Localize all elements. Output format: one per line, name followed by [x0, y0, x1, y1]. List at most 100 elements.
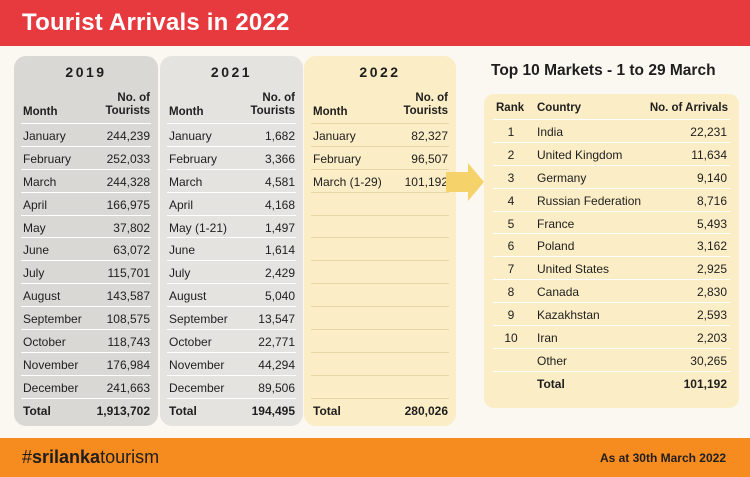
table-row: June 1,614 — [167, 237, 296, 260]
table-row: April 4,168 — [167, 191, 296, 215]
month-cell: October — [23, 335, 66, 350]
table-row: January 244,239 — [21, 123, 151, 146]
table-row: April 166,975 — [21, 191, 151, 215]
table-row: March 244,328 — [21, 168, 151, 192]
month-cell: May (1-21) — [169, 220, 228, 235]
column-header-tourists: No. of Tourists — [403, 92, 448, 118]
table-row: January 82,327 — [311, 123, 449, 146]
month-cell: July — [23, 266, 45, 281]
month-cell: January — [313, 129, 356, 143]
table-row-empty — [311, 374, 449, 398]
value-cell: 244,328 — [106, 174, 150, 189]
arrivals-cell: 9,140 — [696, 170, 727, 185]
total-label: Total — [169, 403, 197, 418]
value-cell: 3,366 — [264, 151, 295, 166]
table-row: February 96,507 — [311, 145, 449, 169]
value-cell: 4,168 — [264, 197, 295, 212]
total-row: Total 280,026 — [311, 397, 449, 421]
table-row: 10 Iran 2,203 — [493, 325, 730, 348]
value-cell: 22,771 — [258, 335, 295, 350]
value-cell: 252,033 — [106, 151, 150, 166]
country-cell: United States — [537, 262, 610, 277]
table-body: January 244,239 February 252,033 March 244,… — [21, 123, 151, 421]
month-cell: August — [169, 289, 207, 304]
total-label: Total — [23, 403, 51, 418]
table-body: January 1,682 February 3,366 March 4,581 Ap… — [167, 123, 296, 421]
value-cell: 176,984 — [106, 357, 150, 372]
value-cell: 108,575 — [106, 312, 150, 327]
value-cell: 101,192 — [404, 174, 448, 189]
month-cell: September — [23, 312, 82, 327]
arrivals-cell: 2,203 — [696, 331, 727, 346]
total-row: Total 101,192 — [493, 370, 730, 394]
value-cell: 241,663 — [106, 380, 150, 395]
month-cell: March — [169, 174, 203, 189]
month-cell: November — [169, 357, 225, 372]
month-cell: June — [23, 243, 50, 258]
table-row: 7 United States 2,925 — [493, 256, 730, 279]
month-cell: August — [23, 289, 61, 304]
month-cell: May — [23, 220, 46, 235]
year-heading: 2021 — [210, 64, 253, 80]
country-cell: India — [537, 125, 564, 139]
value-cell: 5,040 — [264, 289, 295, 304]
table-2022: 2022 Month No. of Tourists January 82,327… — [304, 56, 456, 426]
month-cell: February — [23, 151, 72, 166]
value-cell: 143,587 — [106, 289, 150, 304]
markets-table: Rank Country No. of Arrivals 1 India 22,23… — [484, 94, 739, 408]
hashtag: #srilankatourism — [22, 447, 159, 468]
hashtag-bold: srilanka — [32, 447, 101, 467]
total-value: 194,495 — [251, 403, 295, 418]
value-cell: 82,327 — [411, 129, 448, 143]
rank-cell: 4 — [507, 193, 515, 208]
total-value: 1,913,702 — [96, 403, 150, 418]
month-cell: January — [169, 129, 212, 143]
value-cell: 244,239 — [106, 129, 150, 143]
table-row-empty — [311, 191, 449, 215]
month-cell: July — [169, 266, 191, 281]
rank-cell: 3 — [507, 170, 515, 185]
month-cell: March — [23, 174, 57, 189]
value-cell: 118,743 — [107, 335, 151, 350]
table-row: August 5,040 — [167, 283, 296, 306]
value-cell: 63,072 — [113, 243, 150, 258]
month-cell: February — [313, 151, 362, 166]
table-row: March 4,581 — [167, 168, 296, 192]
total-row: Total 194,495 — [167, 397, 296, 421]
value-cell: 166,975 — [106, 197, 150, 212]
value-cell: 1,497 — [264, 220, 295, 235]
total-label: Total — [537, 376, 565, 391]
year-heading: 2022 — [359, 64, 401, 80]
markets-body: 1 India 22,231 2 United Kingdom 11,634 3 Germ… — [493, 119, 730, 394]
table-row: January 1,682 — [167, 123, 296, 146]
table-row: May 37,802 — [21, 214, 151, 238]
table-row: 5 France 5,493 — [493, 210, 730, 234]
arrivals-cell: 30,265 — [690, 353, 727, 368]
total-row: Total 1,913,702 — [21, 397, 151, 421]
value-cell: 1,614 — [264, 243, 295, 258]
table-row: November 44,294 — [167, 351, 296, 375]
table-row: December 89,506 — [167, 374, 296, 398]
column-header-month: Month — [313, 106, 348, 118]
country-cell: United Kingdom — [537, 147, 623, 162]
country-cell: Iran — [537, 331, 558, 346]
column-header-month: Month — [23, 106, 58, 118]
table-row-empty — [311, 237, 449, 260]
table-row: 1 India 22,231 — [493, 119, 730, 142]
value-cell: 37,802 — [113, 220, 150, 235]
arrivals-cell: 5,493 — [696, 216, 727, 231]
total-label: Total — [313, 403, 341, 418]
value-cell: 13,547 — [258, 312, 295, 327]
month-cell: September — [169, 312, 228, 327]
arrivals-cell: 2,925 — [696, 262, 727, 277]
month-cell: December — [23, 380, 79, 395]
column-header-arrivals: No. of Arrivals — [649, 102, 728, 114]
rank-cell: 8 — [507, 285, 515, 300]
column-header-tourists: No. of Tourists — [105, 92, 150, 118]
hashtag-prefix: # — [22, 447, 33, 467]
month-cell: January — [23, 129, 66, 143]
footer-bar: #srilankatourism As at 30th March 2022 — [0, 438, 750, 477]
table-row: 6 Poland 3,162 — [493, 233, 730, 256]
table-row-empty — [311, 214, 449, 238]
value-cell: 4,581 — [264, 174, 295, 189]
